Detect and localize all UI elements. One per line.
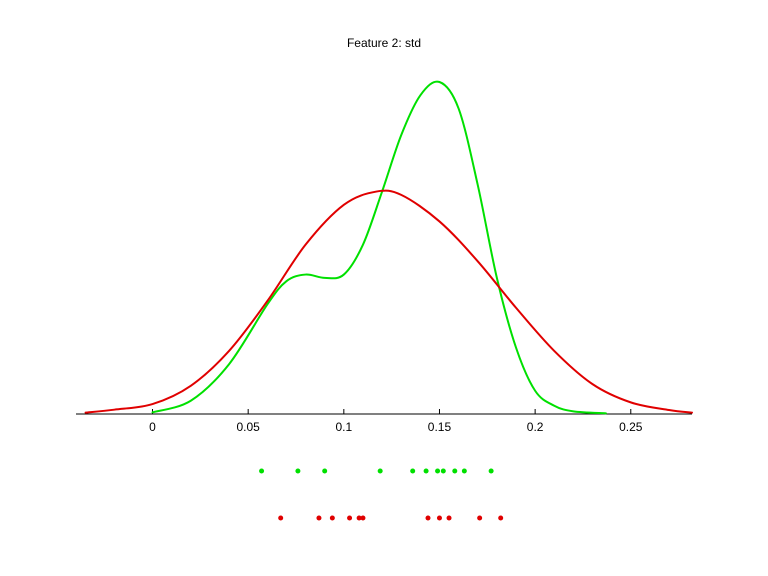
sample-point [452, 468, 458, 474]
sample-point [316, 515, 322, 521]
density-curve-1 [151, 80, 607, 415]
sample-point [477, 515, 483, 521]
sample-point [440, 468, 446, 474]
sample-point [356, 515, 362, 521]
x-tick-label: 0.05 [236, 420, 260, 434]
sample-point [410, 468, 416, 474]
density-curve-2 [84, 189, 693, 414]
sample-point [488, 468, 494, 474]
sample-point [377, 468, 383, 474]
sample-point [322, 468, 328, 474]
sample-point [446, 515, 452, 521]
sample-point [498, 515, 504, 521]
sample-point [435, 468, 441, 474]
sample-point [347, 515, 353, 521]
sample-point [295, 468, 301, 474]
sample-point [461, 468, 467, 474]
sample-point [278, 515, 284, 521]
sample-point [259, 468, 265, 474]
sample-point [425, 515, 431, 521]
x-tick-label: 0.2 [527, 420, 544, 434]
x-tick-label: 0.1 [335, 420, 352, 434]
sample-point [329, 515, 335, 521]
x-tick-label: 0.25 [619, 420, 643, 434]
chart-title: Feature 2: std [346, 36, 422, 50]
sample-point [360, 515, 366, 521]
sample-point [436, 515, 442, 521]
x-tick-label: 0 [149, 420, 156, 434]
sample-point [423, 468, 429, 474]
x-tick-label: 0.15 [428, 420, 452, 434]
